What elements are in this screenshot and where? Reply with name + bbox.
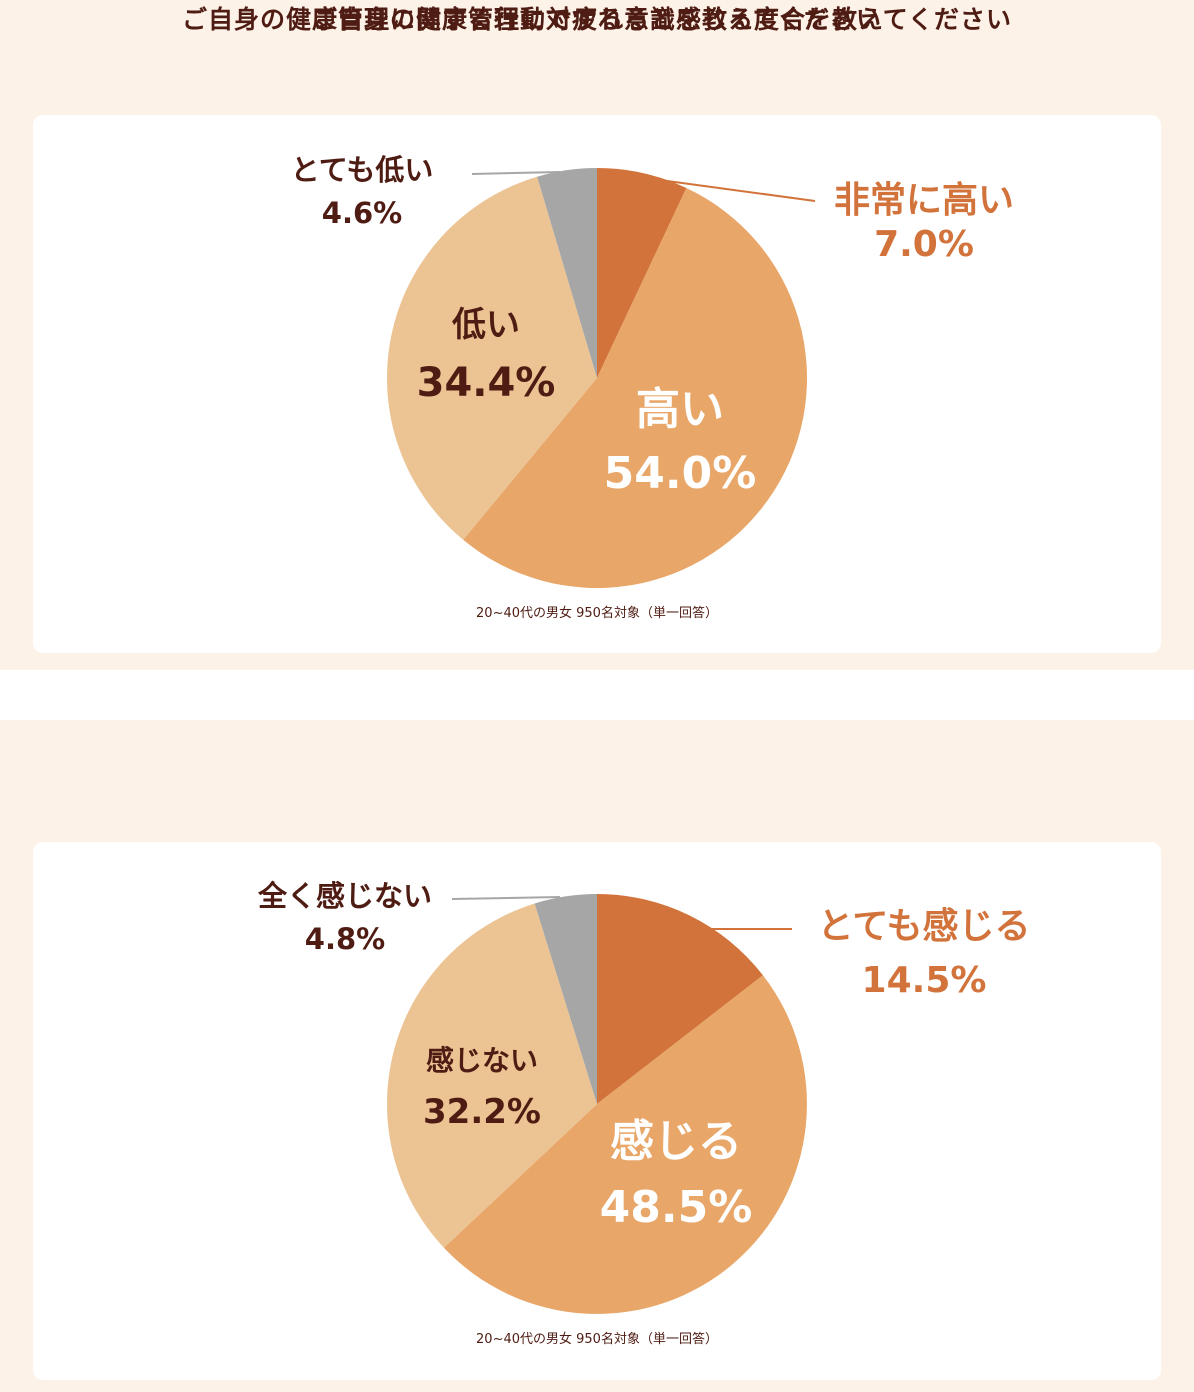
pie2-value-label-3: 32.2% (423, 1092, 541, 1132)
pie2-label-1: とても感じる (817, 906, 1030, 947)
pie2-slice-3 (387, 903, 597, 1248)
pie2-slice-4 (534, 894, 597, 1104)
pie1-label-4: とても低い (291, 153, 434, 187)
chart-title-2: ご自身の健康管理に関する行動で疲れると感じる度合を教えてください (181, 5, 1012, 34)
pie2-value-label-1: 14.5% (862, 960, 987, 1001)
pie1-value-label-1: 7.0% (874, 224, 974, 265)
pie1-label-3: 低い (452, 305, 520, 345)
pie1-value-label-3: 34.4% (417, 360, 556, 406)
pie1-slice-3 (386, 176, 597, 540)
pie1-leader-line-1 (659, 179, 816, 202)
pie2-leader-line-4 (451, 896, 561, 900)
chart-title-1: ご自身の健康管理に対する意識を教えてください (311, 5, 882, 34)
pie2-label-2: 感じる (610, 1116, 742, 1167)
pie2-slice-2 (443, 975, 807, 1314)
pie1-label-2: 高い (636, 384, 724, 435)
pie2-value-label-4: 4.8% (305, 922, 385, 956)
pie1-label-1: 非常に高い (834, 180, 1014, 221)
pie1-value-label-2: 54.0% (604, 448, 757, 499)
pie1-slice-2 (463, 187, 808, 589)
pie2-label-4: 全く感じない (257, 879, 432, 913)
pie2-value-label-2: 48.5% (600, 1182, 753, 1233)
pie2-label-3: 感じない (426, 1044, 538, 1077)
pie1-leader-line-4 (471, 171, 561, 175)
pie1-slice-4 (537, 168, 597, 378)
pie1-value-label-4: 4.6% (322, 196, 402, 230)
pie1-slice-1 (597, 168, 687, 378)
chart-note-1: 20~40代の男女 950名対象（単一回答） (476, 606, 718, 621)
pie2-slice-1 (597, 894, 763, 1104)
chart-note-2: 20~40代の男女 950名対象（単一回答） (476, 1332, 718, 1347)
